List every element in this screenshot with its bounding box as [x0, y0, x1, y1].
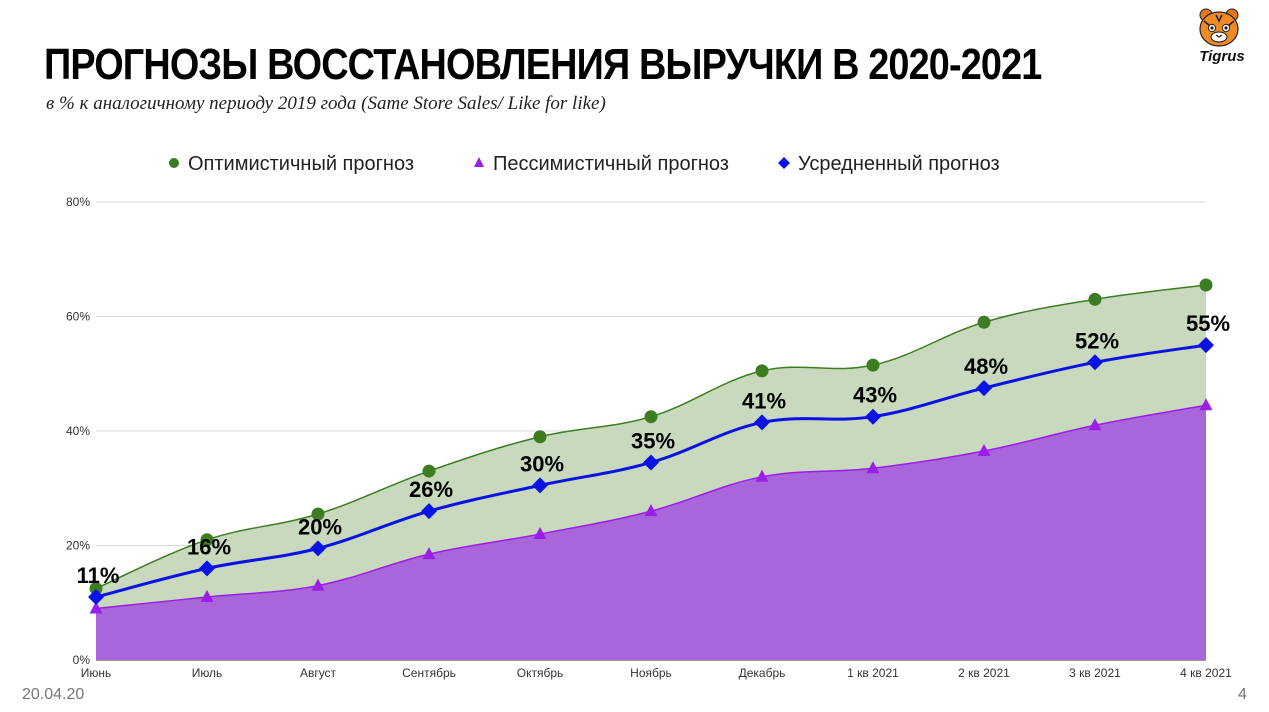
x-tick-label: Июль	[192, 666, 223, 680]
data-label: 30%	[520, 451, 564, 476]
optimistic-point	[89, 581, 103, 595]
y-tick-label: 20%	[66, 539, 90, 553]
page-subtitle: в % к аналогичному периоду 2019 года (Sa…	[46, 93, 606, 114]
data-label: 55%	[1186, 311, 1230, 336]
average-point	[1198, 337, 1214, 354]
optimistic-point	[866, 358, 880, 372]
average-point	[976, 380, 992, 397]
pessimistic-point	[644, 504, 658, 517]
legend-marker	[169, 158, 179, 168]
average-point	[865, 408, 881, 425]
y-tick-label: 40%	[66, 424, 90, 438]
data-label: 16%	[187, 534, 231, 559]
data-label: 26%	[409, 477, 453, 502]
pessimistic-point	[89, 601, 103, 614]
optimistic-point	[977, 315, 991, 329]
optimistic-point	[200, 533, 214, 547]
x-tick-label: Октябрь	[517, 666, 564, 680]
x-tick-label: 4 кв 2021	[1180, 666, 1232, 680]
x-tick-label: Сентябрь	[402, 666, 456, 680]
legend: Оптимистичный прогноз Пессимистичный прог…	[169, 153, 1000, 175]
legend-label: Пессимистичный прогноз	[493, 153, 729, 175]
data-label: 35%	[631, 428, 675, 453]
optimistic-point	[1199, 278, 1213, 292]
average-point	[88, 589, 104, 606]
optimistic-point	[755, 364, 769, 378]
pessimistic-area	[96, 405, 1206, 660]
page-title: ПРОГНОЗЫ ВОССТАНОВЛЕНИЯ ВЫРУЧКИ В 2020-2…	[44, 40, 1042, 89]
x-tick-label: 3 кв 2021	[1069, 666, 1121, 680]
footer-date: 20.04.20	[22, 686, 85, 703]
optimistic-point	[422, 464, 436, 478]
y-tick-label: 0%	[73, 653, 91, 667]
average-point	[421, 503, 437, 520]
average-point	[532, 477, 548, 494]
average-point	[643, 454, 659, 471]
x-tick-label: Июнь	[81, 666, 112, 680]
x-tick-label: Август	[300, 666, 337, 680]
page-number: 4	[1238, 686, 1247, 703]
legend-item: Оптимистичный прогноз	[169, 153, 414, 175]
pessimistic-point	[533, 527, 547, 540]
optimistic-point	[1088, 292, 1102, 306]
optimistic-point	[311, 507, 325, 521]
x-tick-label: 1 кв 2021	[847, 666, 899, 680]
legend-item: Пессимистичный прогноз	[474, 153, 729, 175]
data-label: 11%	[77, 563, 120, 588]
pessimistic-point	[311, 578, 325, 591]
optimistic-point	[533, 430, 547, 444]
legend-item: Усредненный прогноз	[778, 153, 1000, 175]
x-tick-label: Ноябрь	[630, 666, 672, 680]
legend-label: Оптимистичный прогноз	[188, 153, 414, 175]
y-tick-label: 60%	[66, 310, 90, 324]
chart-svg: 0% 20% 40% 60% 80% 11% 16% 20% 26% 30% 35% 41% 43% 48…	[66, 153, 1232, 680]
pessimistic-point	[977, 444, 991, 457]
data-label: 41%	[742, 388, 786, 413]
data-label: 43%	[853, 383, 897, 408]
pessimistic-point	[422, 547, 436, 560]
x-tick-label: Декабрь	[739, 666, 786, 680]
pessimistic-point	[1199, 398, 1213, 411]
tiger-logo: Tigrus	[1192, 6, 1256, 70]
legend-marker	[474, 157, 484, 167]
y-tick-label: 80%	[66, 195, 90, 209]
average-point	[754, 414, 770, 431]
pessimistic-point	[755, 469, 769, 482]
logo-text: Tigrus	[1199, 48, 1245, 65]
chart-panel: 0% 20% 40% 60% 80% 11% 16% 20% 26% 30% 35% 41% 43% 48…	[36, 122, 1234, 694]
pessimistic-point	[866, 461, 880, 474]
legend-marker	[778, 157, 790, 169]
average-point	[1087, 354, 1103, 371]
data-label: 48%	[964, 354, 1008, 379]
x-tick-label: 2 кв 2021	[958, 666, 1010, 680]
average-point	[310, 540, 326, 557]
data-label: 52%	[1075, 328, 1119, 353]
legend-label: Усредненный прогноз	[798, 153, 1000, 175]
pessimistic-point	[200, 590, 214, 603]
average-point	[199, 560, 215, 577]
optimistic-point	[644, 410, 658, 424]
data-label: 20%	[298, 514, 342, 539]
pessimistic-point	[1088, 418, 1102, 431]
